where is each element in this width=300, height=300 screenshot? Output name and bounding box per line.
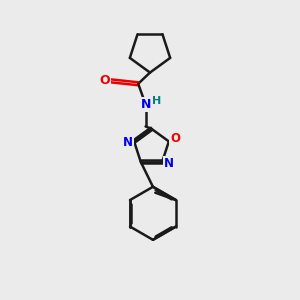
- Text: N: N: [164, 157, 174, 170]
- Text: O: O: [99, 74, 110, 87]
- Text: H: H: [152, 96, 161, 106]
- Text: N: N: [140, 98, 151, 111]
- Text: N: N: [123, 136, 133, 149]
- Text: O: O: [170, 132, 180, 145]
